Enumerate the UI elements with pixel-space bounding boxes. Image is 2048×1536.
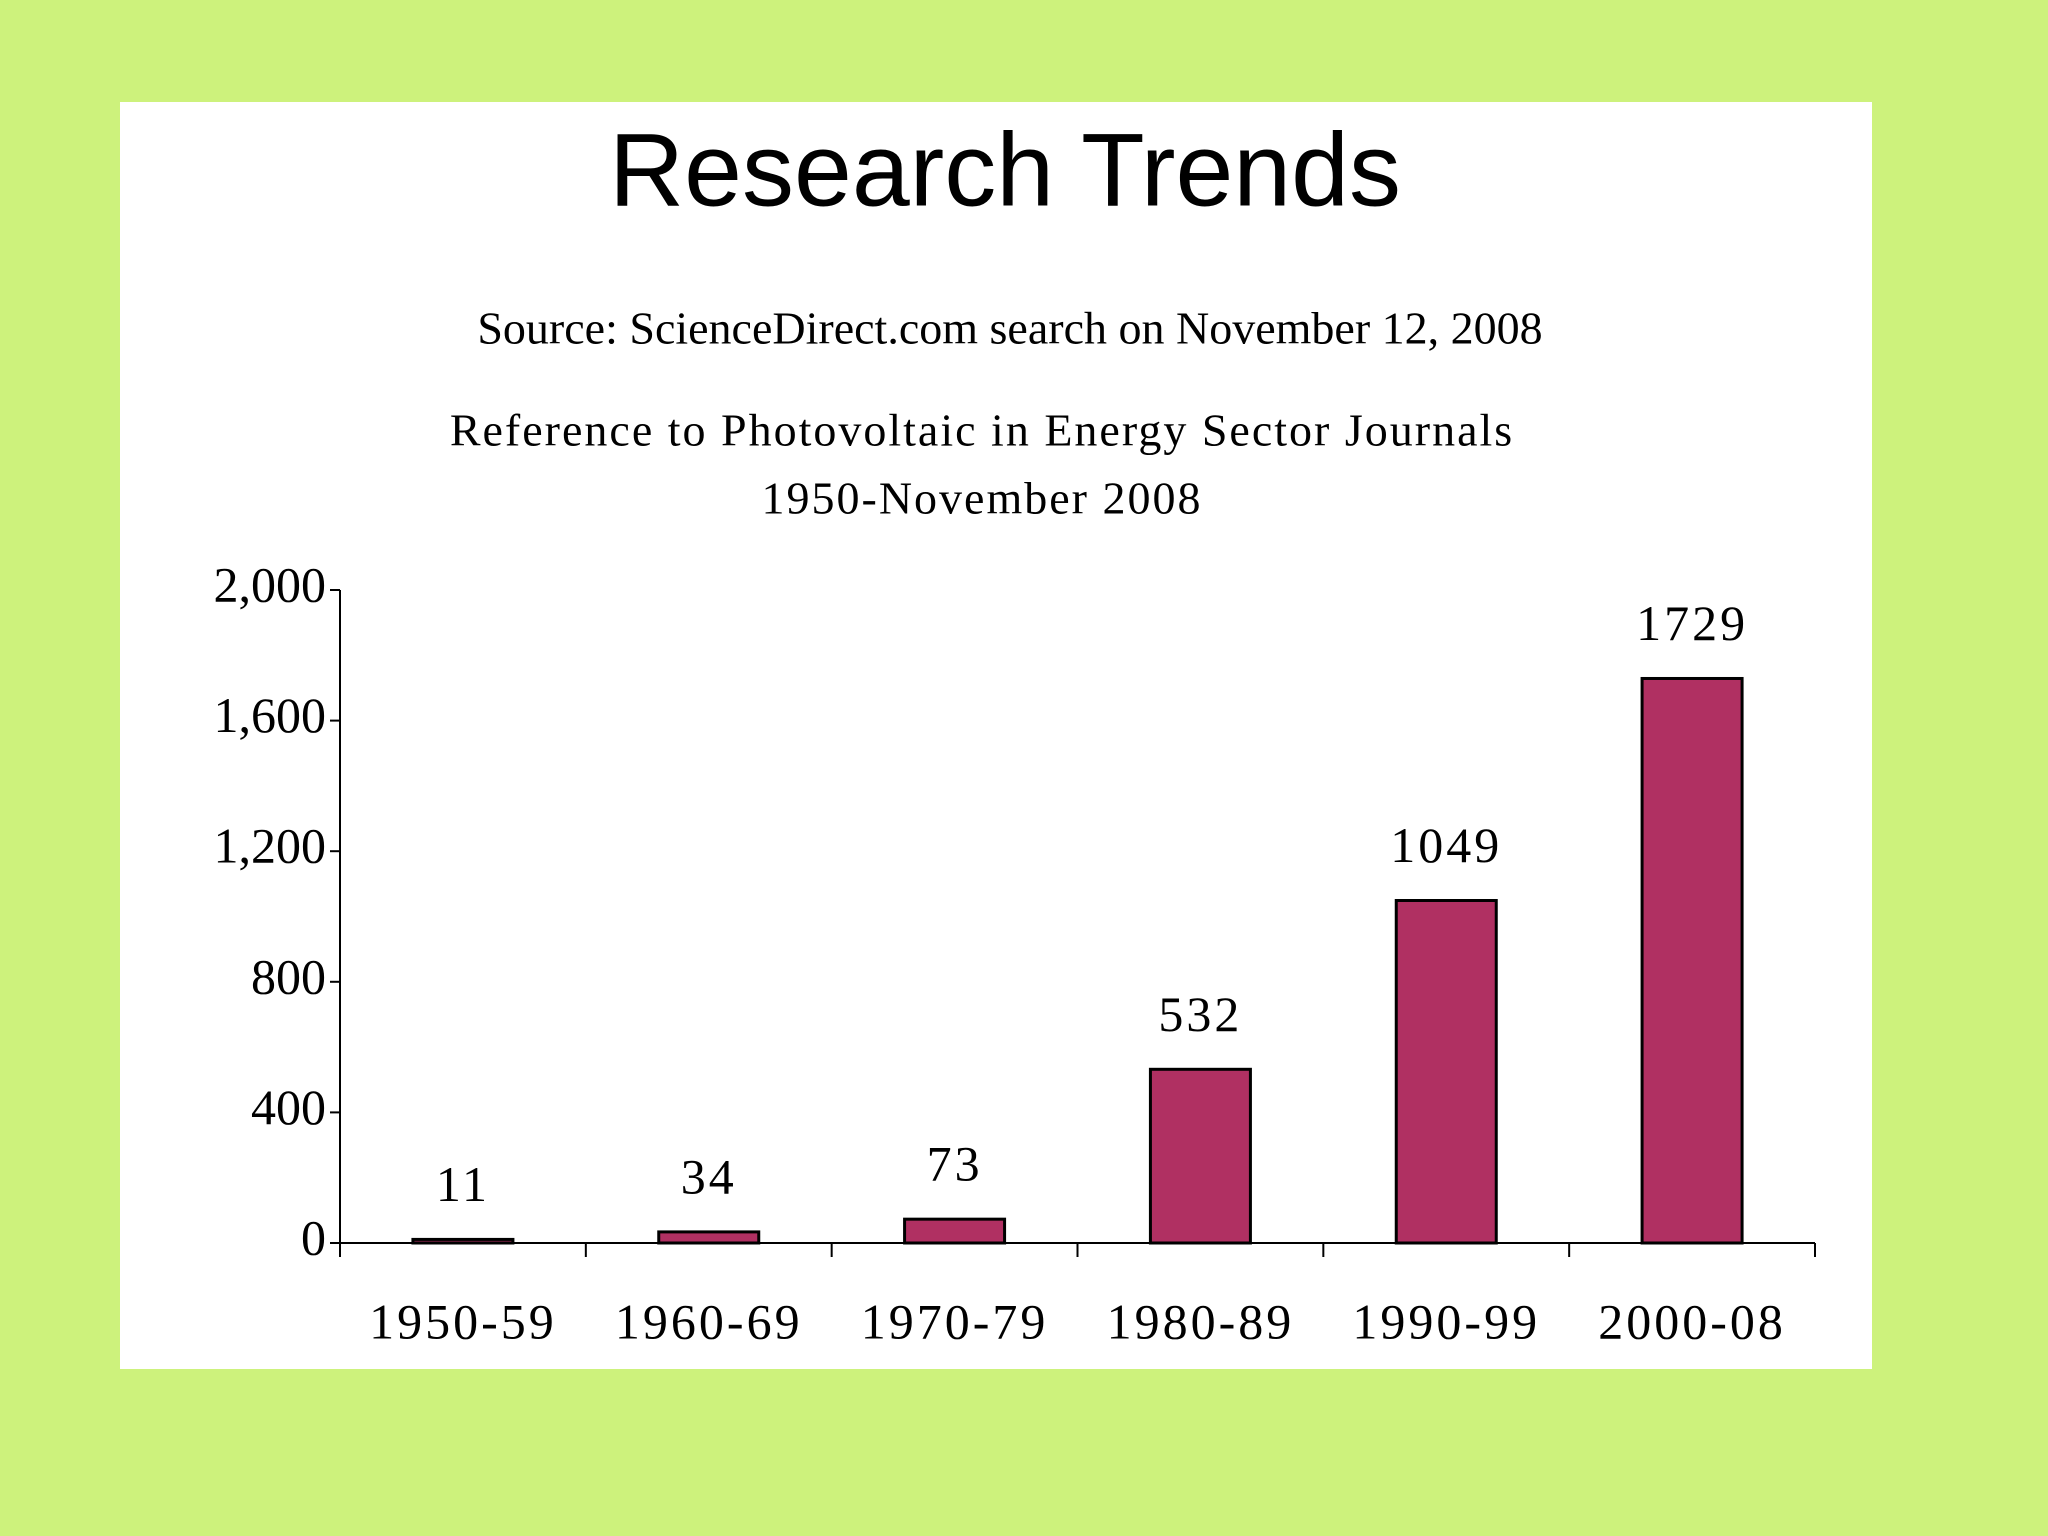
y-tick-label: 2,000 <box>214 556 327 612</box>
value-label: 73 <box>927 1136 983 1192</box>
panel <box>120 102 1872 1369</box>
bar <box>411 1237 515 1245</box>
bar <box>903 1217 1007 1245</box>
value-label: 34 <box>681 1148 737 1204</box>
source-note: Source: ScienceDirect.com search on Nove… <box>477 303 1542 354</box>
y-tick-label: 400 <box>251 1079 326 1135</box>
slide-title: Research Trends <box>609 112 1401 228</box>
chart-title: Reference to Photovoltaic in Energy Sect… <box>450 405 1514 456</box>
x-tick-label: 2000-08 <box>1598 1293 1786 1349</box>
x-tick-label: 1960-69 <box>615 1293 803 1349</box>
value-label: 532 <box>1158 986 1242 1042</box>
x-tick-label: 1980-89 <box>1107 1293 1295 1349</box>
bar <box>657 1230 761 1245</box>
value-label: 11 <box>436 1156 490 1212</box>
bar <box>1148 1067 1252 1245</box>
y-tick-label: 0 <box>301 1209 326 1265</box>
x-tick-label: 1990-99 <box>1352 1293 1540 1349</box>
x-tick-label: 1970-79 <box>861 1293 1049 1349</box>
y-tick-label: 800 <box>251 948 326 1004</box>
bar <box>1640 676 1744 1245</box>
x-tick-label: 1950-59 <box>369 1293 557 1349</box>
value-label: 1049 <box>1390 817 1502 873</box>
chart-subtitle: 1950-November 2008 <box>762 473 1203 524</box>
bar <box>1394 899 1498 1245</box>
y-tick-label: 1,200 <box>214 818 327 874</box>
value-label: 1729 <box>1636 595 1748 651</box>
y-tick-label: 1,600 <box>214 687 327 743</box>
